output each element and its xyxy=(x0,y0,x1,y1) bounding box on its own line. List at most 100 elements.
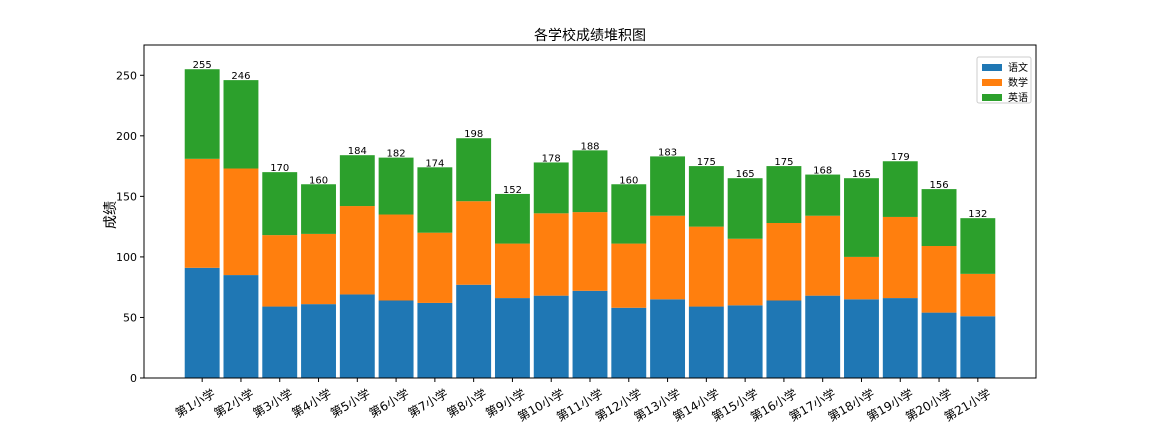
bar-segment xyxy=(417,167,453,233)
bar-segment xyxy=(533,295,569,378)
bar-segment xyxy=(921,246,957,313)
bar-segment xyxy=(378,300,414,378)
legend-label: 英语 xyxy=(1008,91,1028,104)
bar-segment xyxy=(727,305,763,378)
legend-swatch xyxy=(982,79,1002,86)
bar-segment xyxy=(688,306,724,378)
total-label: 198 xyxy=(464,129,483,140)
bar-segment xyxy=(805,295,841,378)
bar-segment xyxy=(378,157,414,215)
legend-swatch xyxy=(982,64,1002,71)
bar-segment xyxy=(611,307,647,378)
bar-segment xyxy=(688,166,724,227)
bar-segment xyxy=(650,156,686,216)
total-label: 168 xyxy=(813,166,832,177)
bar-segment xyxy=(844,178,879,257)
bar-segment xyxy=(766,223,802,301)
x-tick-label: 第8小学 xyxy=(444,386,489,421)
legend-swatch xyxy=(982,94,1002,101)
y-tick-label: 100 xyxy=(116,251,137,264)
bar-segment xyxy=(572,290,608,378)
bar-segment xyxy=(805,174,841,216)
total-label: 160 xyxy=(309,175,328,186)
total-label: 160 xyxy=(619,175,638,186)
bar-segment xyxy=(494,243,530,299)
x-tick-label: 第4小学 xyxy=(289,386,334,421)
y-tick-label: 50 xyxy=(123,311,137,324)
bar-segment xyxy=(417,302,453,378)
x-tick-label: 第5小学 xyxy=(328,386,373,421)
total-label: 184 xyxy=(348,146,367,157)
bar-segment xyxy=(494,193,530,244)
bar-segment xyxy=(688,226,724,307)
legend-label: 数学 xyxy=(1008,76,1028,89)
bar-segment xyxy=(223,80,259,169)
total-label: 246 xyxy=(231,71,250,82)
bar-segment xyxy=(456,138,492,202)
y-tick-label: 250 xyxy=(116,69,137,82)
bar-segment xyxy=(533,213,569,296)
total-label: 183 xyxy=(658,147,677,158)
y-tick-label: 150 xyxy=(116,190,137,203)
total-label: 152 xyxy=(503,185,522,196)
bar-segment xyxy=(844,299,879,378)
bar-segment xyxy=(960,273,996,317)
bar-segment xyxy=(727,238,763,306)
bar-segment xyxy=(650,215,686,300)
x-tick-label: 第3小学 xyxy=(250,386,295,421)
bar-segment xyxy=(766,166,802,224)
bar-segment xyxy=(494,298,530,378)
total-label: 156 xyxy=(929,180,948,191)
total-label: 165 xyxy=(852,169,871,180)
bar-segment xyxy=(417,232,453,303)
bar-segment xyxy=(378,214,414,301)
total-label: 255 xyxy=(193,60,212,71)
bar-segment xyxy=(184,267,220,378)
legend-label: 语文 xyxy=(1008,61,1028,74)
total-label: 132 xyxy=(968,209,987,220)
total-label: 182 xyxy=(387,149,406,160)
bar-segment xyxy=(339,155,375,207)
bar-segment xyxy=(727,178,763,239)
total-label: 170 xyxy=(270,163,289,174)
bar-segment xyxy=(572,212,608,291)
y-tick-label: 200 xyxy=(116,130,137,143)
x-tick-label: 第1小学 xyxy=(172,386,217,421)
bar-segment xyxy=(456,201,492,285)
bar-segment xyxy=(223,168,259,276)
bar-segment xyxy=(301,184,336,234)
bar-segment xyxy=(921,312,957,378)
bar-segment xyxy=(533,162,569,214)
bar-segment xyxy=(766,300,802,378)
total-label: 178 xyxy=(542,153,561,164)
total-label: 175 xyxy=(774,157,793,168)
bar-segment xyxy=(844,256,879,300)
y-tick-label: 0 xyxy=(130,372,137,385)
bar-segment xyxy=(262,235,298,307)
y-axis-label: 成绩 xyxy=(103,201,119,229)
bar-segment xyxy=(611,243,647,308)
plot-frame xyxy=(143,44,1037,379)
bar-segment xyxy=(262,306,298,378)
x-tick-label: 第6小学 xyxy=(366,386,411,421)
x-tick-label: 第2小学 xyxy=(211,386,256,421)
bar-segment xyxy=(882,216,918,299)
total-label: 174 xyxy=(425,158,444,169)
total-label: 175 xyxy=(697,157,716,168)
bar-segment xyxy=(805,215,841,296)
chart-title: 各学校成绩堆积图 xyxy=(534,27,646,44)
bar-segment xyxy=(960,218,996,274)
bar-segment xyxy=(301,304,336,378)
bar-segment xyxy=(882,161,918,217)
bar-segment xyxy=(960,316,996,378)
bar-segment xyxy=(301,233,336,305)
bar-segment xyxy=(456,284,492,378)
total-label: 165 xyxy=(736,169,755,180)
x-tick-label: 第7小学 xyxy=(405,386,450,421)
bar-segment xyxy=(650,299,686,378)
bar-segment xyxy=(882,298,918,378)
bar-segment xyxy=(339,294,375,378)
bar-segment xyxy=(262,172,298,236)
bar-segment xyxy=(184,158,220,268)
